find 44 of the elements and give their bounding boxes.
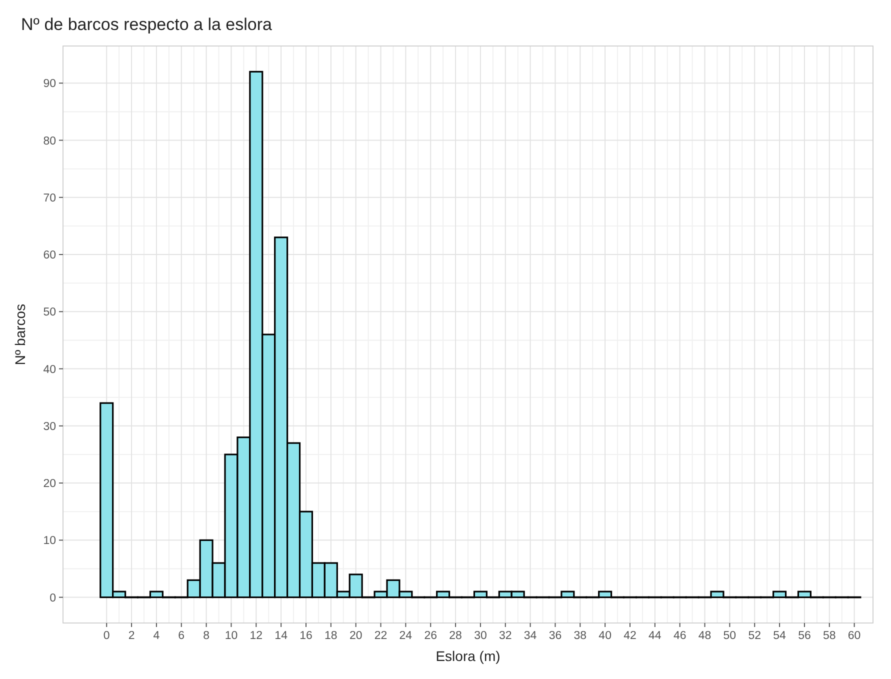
x-tick-label: 24 (399, 630, 413, 642)
x-tick-label: 32 (498, 630, 512, 642)
x-tick-label: 18 (324, 630, 338, 642)
x-tick-label: 60 (848, 630, 861, 642)
chart-title: Nº de barcos respecto a la eslora (21, 15, 272, 34)
x-tick-label: 40 (598, 630, 612, 642)
x-tick-label: 6 (178, 630, 185, 642)
x-tick-label: 26 (424, 630, 438, 642)
y-tick-label: 90 (43, 78, 56, 90)
x-tick-label: 36 (548, 630, 562, 642)
x-tick-label: 8 (203, 630, 210, 642)
y-axis-title: Nº barcos (12, 304, 28, 366)
y-tick-label: 10 (43, 535, 56, 548)
y-tick-label: 30 (43, 420, 56, 433)
x-tick-label: 54 (773, 630, 787, 642)
x-tick-label: 28 (449, 630, 462, 642)
x-tick-label: 46 (673, 630, 686, 642)
y-tick-label: 60 (43, 250, 56, 262)
x-tick-label: 16 (300, 630, 312, 642)
y-tick-label: 80 (43, 135, 56, 148)
y-tick-label: 40 (43, 364, 56, 376)
x-tick-label: 56 (798, 630, 811, 642)
x-tick-label: 0 (103, 630, 110, 642)
x-tick-label: 14 (274, 630, 288, 642)
x-tick-label: 44 (648, 630, 662, 642)
x-tick-label: 12 (250, 630, 263, 642)
x-tick-label: 34 (524, 630, 538, 642)
y-tick-label: 20 (43, 478, 56, 490)
x-tick-label: 50 (723, 630, 736, 642)
x-tick-label: 22 (374, 630, 388, 642)
x-axis-title: Eslora (m) (436, 648, 500, 664)
x-tick-label: 4 (153, 630, 160, 642)
x-tick-label: 2 (128, 630, 135, 642)
y-tick-label: 0 (50, 592, 56, 604)
x-tick-label: 52 (748, 630, 762, 642)
x-tick-label: 38 (574, 630, 587, 642)
x-tick-label: 30 (474, 630, 487, 642)
x-tick-label: 10 (224, 630, 238, 642)
x-tick-label: 48 (698, 630, 712, 642)
x-tick-label: 42 (624, 630, 636, 642)
y-tick-label: 70 (43, 192, 56, 204)
x-tick-label: 20 (349, 630, 362, 642)
x-tick-label: 58 (822, 630, 836, 642)
y-tick-label: 50 (43, 306, 56, 319)
